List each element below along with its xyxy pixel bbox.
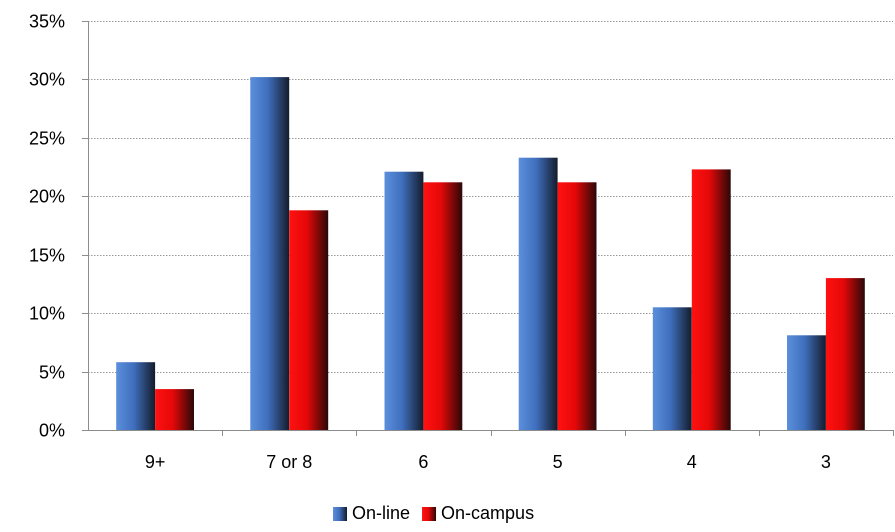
oncampus-bar	[825, 278, 865, 430]
oncampus-bar	[557, 182, 597, 430]
y-tick-label: 25%	[29, 129, 65, 149]
x-tick-label: 4	[687, 452, 697, 472]
online-bar	[384, 171, 424, 430]
online-bar	[787, 335, 826, 430]
legend: On-line On-campus	[333, 503, 534, 523]
legend-label: On-line	[352, 503, 410, 523]
online-bar	[116, 362, 156, 430]
x-tick-label: 3	[821, 452, 831, 472]
x-tick-label: 5	[553, 452, 563, 472]
y-tick-label: 20%	[29, 187, 65, 207]
axes	[82, 21, 894, 436]
online-bar	[518, 157, 558, 430]
y-tick-label: 30%	[29, 70, 65, 90]
y-tick-label: 0%	[39, 421, 65, 441]
oncampus-bar	[691, 169, 731, 430]
y-tick-label: 35%	[29, 12, 65, 32]
gridlines	[88, 21, 893, 373]
tick-labels: 0% 5% 10% 15% 20% 25% 30% 35% 9+ 7 or 8 6 5 4 3	[29, 12, 831, 473]
y-tick-label: 10%	[29, 304, 65, 324]
oncampus-legend-swatch	[422, 507, 437, 521]
bars	[116, 77, 865, 430]
online-bar	[250, 77, 290, 430]
legend-label: On-campus	[441, 503, 534, 523]
oncampus-bar	[155, 389, 194, 430]
online-bar	[652, 307, 692, 430]
x-tick-label: 6	[418, 452, 428, 472]
y-tick-label: 15%	[29, 246, 65, 266]
oncampus-bar	[289, 210, 329, 430]
oncampus-bar	[423, 182, 463, 430]
y-tick-label: 5%	[39, 363, 65, 383]
x-tick-label: 7 or 8	[266, 452, 312, 472]
x-tick-label: 9+	[145, 452, 166, 472]
online-legend-swatch	[333, 507, 347, 521]
